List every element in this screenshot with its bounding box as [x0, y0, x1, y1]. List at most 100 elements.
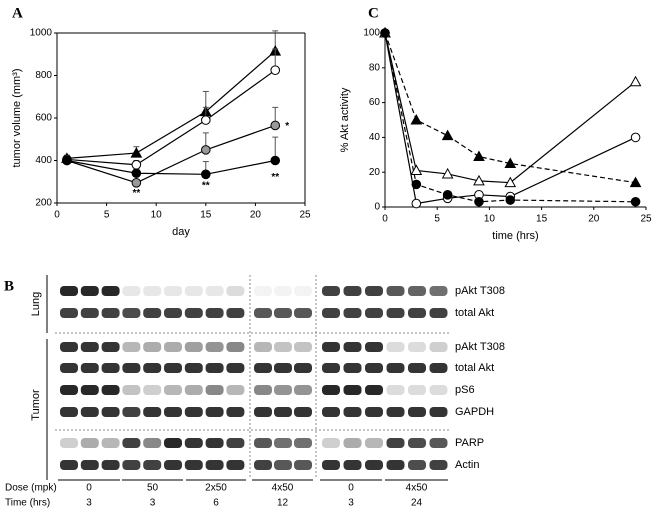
blot-band: [274, 308, 292, 318]
blot-band: [365, 308, 383, 318]
blot-band: [226, 438, 245, 448]
series-line: [384, 32, 636, 203]
blot-band: [205, 363, 224, 373]
y-tick-label: 60: [369, 97, 381, 108]
marker: [441, 129, 454, 141]
blot-band: [184, 438, 203, 448]
blot-band: [322, 438, 340, 448]
blot-band: [343, 286, 362, 296]
blot-band: [226, 342, 245, 352]
band-label: pAkt T308: [455, 341, 505, 353]
blot-band: [343, 460, 362, 470]
blot-band: [164, 363, 182, 373]
blot-band: [143, 407, 162, 417]
blot-band: [254, 385, 272, 395]
x-tick-label: 0: [382, 214, 388, 225]
blot-band: [226, 308, 245, 318]
group-label: Tumor: [30, 389, 42, 421]
marker: [201, 115, 211, 125]
blot-band: [226, 460, 245, 470]
blot-band: [294, 407, 312, 417]
blot-band: [322, 308, 340, 318]
blot-band: [143, 438, 162, 448]
marker: [62, 155, 72, 166]
blot-band: [143, 308, 162, 318]
blot-band: [184, 286, 203, 296]
blot-band: [274, 342, 292, 352]
blot-band: [294, 342, 312, 352]
marker: [380, 28, 390, 38]
y-tick-label: 20: [369, 167, 381, 178]
blot-band: [274, 363, 292, 373]
blot-band: [386, 308, 405, 318]
blot-band: [143, 342, 162, 352]
blot-band: [343, 363, 362, 373]
blot-band: [386, 407, 405, 417]
footer-label: Dose (mpk): [5, 483, 57, 494]
blot-band: [254, 363, 272, 373]
x-tick-label: 20: [588, 214, 600, 225]
footer-value: 4x50: [406, 483, 428, 494]
blot-band: [122, 385, 141, 395]
series-line: [66, 159, 276, 175]
marker: [270, 120, 281, 131]
blot-band: [164, 286, 182, 296]
blot-band: [143, 363, 162, 373]
blot-band: [122, 460, 141, 470]
blot-band: [254, 308, 272, 318]
footer-value: 12: [277, 498, 289, 509]
blot-band: [322, 342, 340, 352]
blot-band: [184, 460, 203, 470]
marker: [130, 147, 143, 158]
marker: [131, 178, 142, 188]
x-tick-label: 5: [434, 214, 440, 225]
blot-band: [429, 308, 448, 318]
blot-band: [254, 460, 272, 470]
blot-band: [365, 460, 383, 470]
marker: [441, 167, 454, 179]
series-line: [66, 50, 276, 159]
marker: [131, 168, 142, 179]
blot-band: [322, 286, 340, 296]
footer-value: 24: [411, 498, 423, 509]
blot-band: [343, 407, 362, 417]
marker: [504, 176, 517, 188]
blot-band: [143, 460, 162, 470]
blot-band: [60, 286, 78, 296]
marker: [474, 196, 484, 207]
blot-band: [365, 363, 383, 373]
y-tick-label: 600: [35, 113, 52, 124]
band-label: total Akt: [455, 362, 494, 374]
blot-band: [408, 363, 426, 373]
blot-band: [254, 407, 272, 417]
band-label: GAPDH: [455, 406, 494, 418]
blot-band: [164, 385, 182, 395]
blot-band: [408, 308, 426, 318]
band-label: Actin: [455, 459, 479, 471]
band-label: pS6: [455, 384, 475, 396]
x-tick-label: 20: [250, 210, 262, 221]
blot-band: [101, 342, 120, 352]
footer-value: 3: [150, 498, 156, 509]
x-tick-label: 5: [104, 210, 110, 221]
band-label: total Akt: [455, 307, 494, 319]
blot-band: [386, 460, 405, 470]
blot-band: [226, 363, 245, 373]
blot-band: [80, 286, 99, 296]
blot-band: [205, 308, 224, 318]
blot-band: [164, 438, 182, 448]
blot-band: [226, 407, 245, 417]
marker: [201, 169, 211, 180]
blot-band: [408, 385, 426, 395]
x-tick-label: 25: [640, 214, 652, 225]
marker: [473, 150, 485, 162]
blot-band: [294, 363, 312, 373]
blot-band: [184, 308, 203, 318]
panel-label: A: [12, 5, 23, 21]
x-tick-label: 10: [151, 210, 163, 221]
blot-band: [274, 407, 292, 417]
blot-band: [386, 385, 405, 395]
blot-band: [386, 363, 405, 373]
blot-band: [143, 385, 162, 395]
blot-band: [429, 438, 448, 448]
